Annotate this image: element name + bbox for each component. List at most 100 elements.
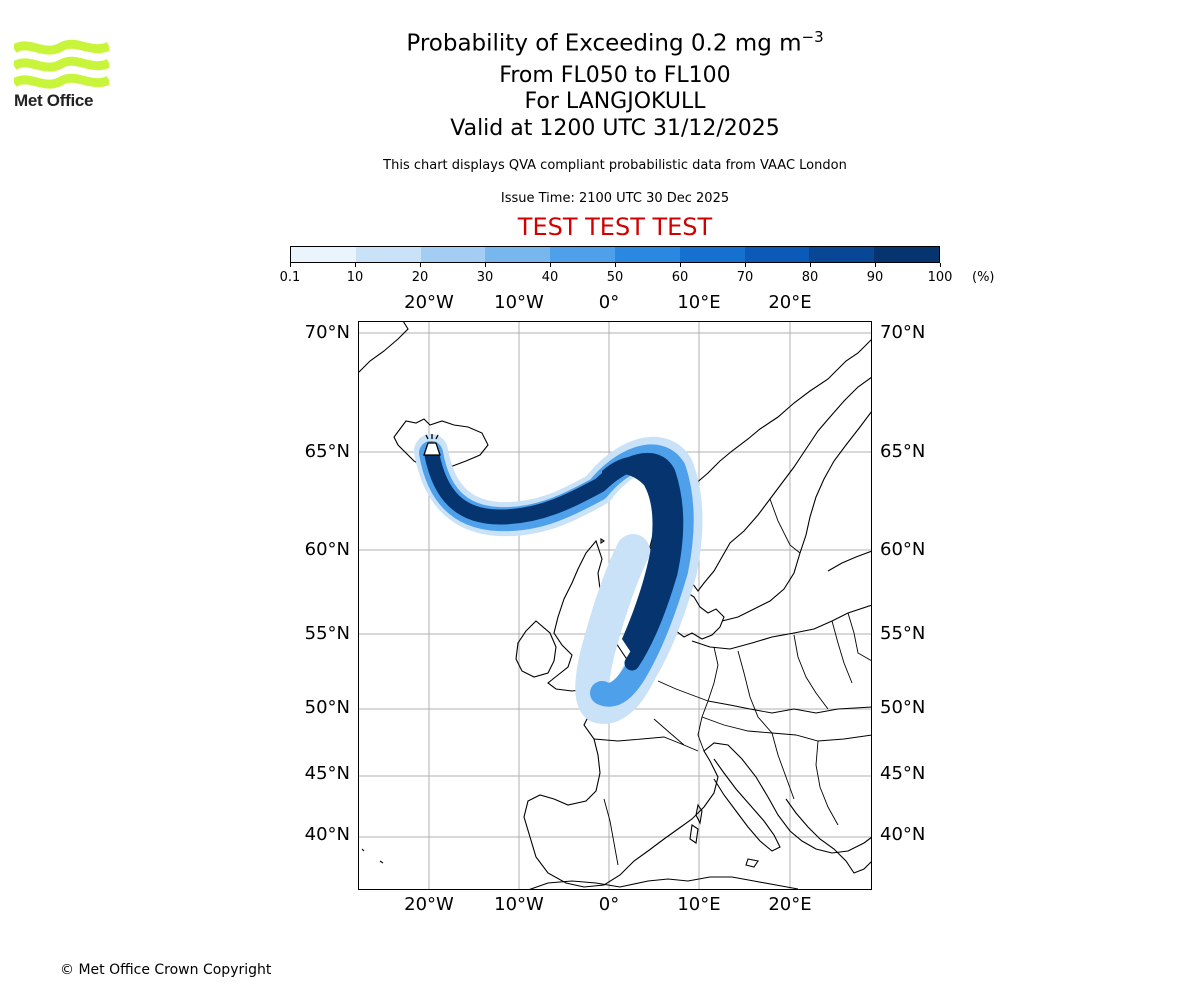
med-islands [689, 803, 759, 868]
greenland-coast [358, 321, 409, 374]
atlantic-islands [361, 848, 384, 864]
lat-label-right: 50°N [880, 697, 926, 718]
europe-coast [523, 660, 872, 888]
logo-wave [14, 73, 109, 89]
colorbar-tick [420, 263, 421, 267]
colorbar-tick-label: 100 [927, 270, 953, 285]
plume-core-body [602, 456, 674, 657]
colorbar-swatch [550, 247, 615, 262]
coastlines [358, 321, 872, 890]
colorbar-tick-label: 60 [671, 270, 689, 285]
colorbar-swatch [485, 247, 551, 262]
lat-label-right: 45°N [880, 763, 926, 784]
colorbar-tick-label: 90 [866, 270, 884, 285]
finland-coast [827, 550, 872, 572]
colorbar-swatch [874, 247, 939, 262]
colorbar-swatch [420, 247, 486, 262]
valid-time: Valid at 1200 UTC 31/12/2025 [450, 116, 780, 141]
map-frame [358, 321, 872, 890]
colorbar-swatch [291, 247, 356, 262]
lon-label-top: 20°W [404, 292, 454, 313]
colorbar-tick-label: 80 [801, 270, 819, 285]
volcano-marker [423, 434, 441, 456]
colorbar-tick-label: 0.1 [279, 270, 301, 285]
border [593, 736, 685, 746]
colorbar-tick [875, 263, 876, 267]
colorbar-unit: (%) [972, 270, 995, 285]
lon-label-top: 10°E [677, 292, 721, 313]
colorbar-tick-label: 10 [346, 270, 364, 285]
lat-label-right: 70°N [880, 322, 926, 343]
colorbar-tick [290, 263, 291, 267]
lat-label-right: 60°N [880, 539, 926, 560]
met-office-logo [14, 39, 109, 89]
logo-text: Met Office [14, 91, 94, 110]
colorbar-tick [745, 263, 746, 267]
lon-label-bottom: 10°E [677, 894, 721, 915]
balkan-coast [785, 798, 872, 874]
lat-label-left: 70°N [304, 322, 350, 343]
lat-label-right: 40°N [880, 824, 926, 845]
colorbar-tick-label: 40 [541, 270, 559, 285]
colorbar-swatch [355, 247, 421, 262]
iceland-coast [393, 418, 489, 472]
border [603, 798, 619, 866]
lon-label-top: 10°W [494, 292, 544, 313]
chart-description: This chart displays QVA compliant probab… [383, 158, 847, 173]
colorbar-swatch [614, 247, 680, 262]
test-banner: TEST TEST TEST [517, 213, 713, 241]
logo-wave [14, 56, 109, 72]
colorbar-tick [485, 263, 486, 267]
colorbar-tick [940, 263, 941, 267]
country-borders [593, 498, 872, 866]
volcano-icon [423, 442, 441, 456]
italy-coast [713, 758, 781, 852]
lat-label-left: 60°N [304, 539, 350, 560]
map [358, 321, 872, 890]
lat-label-left: 65°N [304, 441, 350, 462]
border [847, 612, 872, 662]
lat-label-left: 50°N [304, 697, 350, 718]
lon-label-top: 0° [598, 292, 620, 313]
ash-plume [414, 434, 703, 724]
bothnia-coast [721, 410, 872, 622]
colorbar-tick-label: 50 [606, 270, 624, 285]
colorbar-swatch [744, 247, 810, 262]
colorbar-tick [550, 263, 551, 267]
border [815, 740, 839, 826]
border [831, 620, 853, 684]
colorbar-tick-label: 30 [476, 270, 494, 285]
colorbar-swatch [679, 247, 745, 262]
border [657, 680, 709, 702]
colorbar-swatch [809, 247, 875, 262]
lat-label-left: 55°N [304, 623, 350, 644]
border [701, 716, 872, 742]
copyright: © Met Office Crown Copyright [60, 962, 272, 978]
lon-label-bottom: 20°W [404, 894, 454, 915]
lat-label-right: 55°N [880, 623, 926, 644]
colorbar-tick [615, 263, 616, 267]
colorbar-tick [355, 263, 356, 267]
lon-label-bottom: 0° [598, 894, 620, 915]
border [653, 718, 699, 752]
colorbar [290, 246, 940, 263]
africa-coast [527, 876, 799, 890]
border [707, 700, 872, 714]
volcano-name: For LANGJOKULL [524, 89, 706, 114]
issue-time: Issue Time: 2100 UTC 30 Dec 2025 [500, 191, 730, 206]
colorbar-tick [810, 263, 811, 267]
border [769, 498, 801, 554]
border [737, 650, 773, 734]
lat-label-left: 45°N [304, 763, 350, 784]
logo-wave [14, 39, 109, 55]
lon-label-bottom: 20°E [768, 894, 812, 915]
lon-label-top: 20°E [768, 292, 812, 313]
colorbar-tick-label: 20 [411, 270, 429, 285]
border [771, 732, 795, 800]
colorbar-tick-label: 70 [736, 270, 754, 285]
chart-title: Probability of Exceeding 0.2 mg m−3 [406, 28, 824, 57]
lat-label-left: 40°N [304, 824, 350, 845]
lon-label-bottom: 10°W [494, 894, 544, 915]
colorbar-tick [680, 263, 681, 267]
ireland-coast [515, 620, 557, 678]
